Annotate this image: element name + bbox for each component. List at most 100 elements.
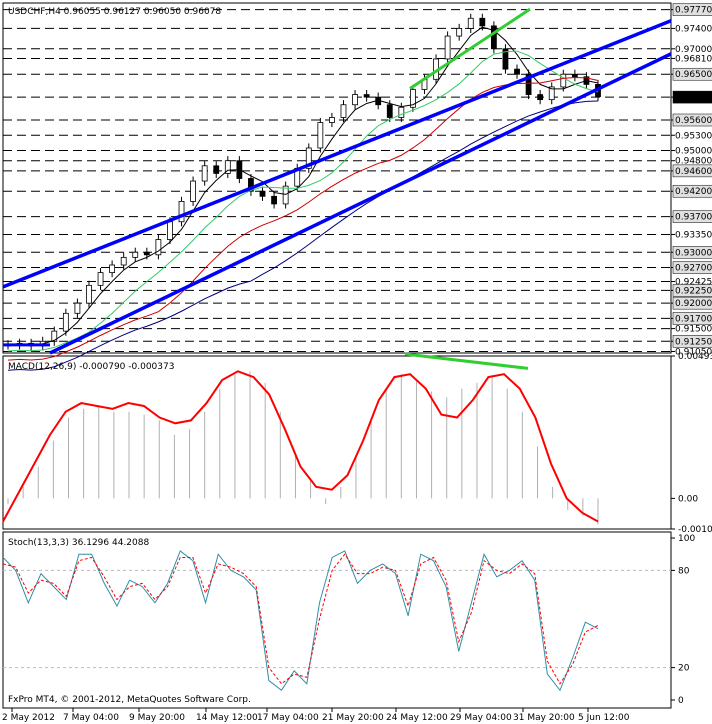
price-label-box [672, 90, 712, 104]
copyright-text: FxPro MT4, © 2001-2012, MetaQuotes Softw… [8, 695, 251, 705]
price-tick-label: 0.95600 [675, 116, 712, 126]
price-tick-label: 0.92250 [675, 286, 712, 296]
price-tick-label: 0.95000 [675, 147, 712, 157]
candle-body [86, 284, 92, 304]
stoch-tick-label: 0 [678, 696, 684, 706]
candle-body [560, 73, 567, 88]
price-tick-label: 0.96810 [675, 54, 712, 64]
price-tick-label: 0.97000 [675, 45, 712, 55]
x-tick-label: 2 May 2012 [2, 713, 55, 723]
price-label-box [672, 164, 712, 178]
candle-body [155, 239, 162, 256]
ma-fast-line [7, 26, 599, 346]
candle-body [352, 94, 358, 106]
candle-body [190, 180, 196, 202]
candle-body [537, 94, 544, 101]
price-label-box [672, 312, 712, 325]
candle-body [109, 264, 116, 274]
candle-body [479, 17, 486, 27]
highlight-trend-line [409, 7, 531, 90]
stoch-title: Stoch(13,3,3) 36.1296 44.2088 [8, 538, 149, 548]
price-tick-label: 0.92700 [675, 264, 712, 274]
price-tick-label: 0.91250 [675, 337, 712, 347]
candle-body [167, 221, 173, 240]
x-tick-label: 21 May 20:00 [322, 713, 384, 723]
price-tick-label: 0.93350 [675, 230, 712, 240]
price-tick-label: 0.95300 [675, 131, 712, 141]
price-label-box [672, 261, 712, 274]
symbol-title: USDCHF,H4 0.96055 0.96127 0.96050 0.9607… [8, 7, 221, 17]
candle-body [502, 48, 509, 70]
price-label-box [672, 3, 712, 16]
x-tick-label: 7 May 04:00 [63, 713, 119, 723]
macd-title: MACD(12,26,9) -0.000790 -0.000373 [8, 362, 174, 372]
price-tick-label: 0.94200 [675, 187, 712, 197]
candle-body [490, 25, 497, 50]
stoch-tick-label: 80 [678, 566, 690, 576]
price-panel [2, 2, 672, 354]
candle-body [143, 251, 150, 256]
candle-body [248, 178, 254, 192]
candle-body [444, 35, 451, 60]
candle-body [571, 73, 578, 78]
stoch-panel [2, 531, 672, 709]
ma-red-line [7, 76, 599, 361]
stoch-tick-label: 100 [678, 534, 695, 544]
x-tick-label: 24 May 12:00 [386, 713, 448, 723]
candle-body [398, 106, 405, 118]
candle-body [132, 251, 139, 258]
price-tick-label: 0.92425 [675, 278, 712, 288]
stoch-tick-label: 20 [678, 664, 690, 674]
x-tick-label: 31 May 20:00 [513, 713, 575, 723]
candle-body [213, 165, 220, 174]
price-label-box [672, 210, 712, 223]
price-label-box [672, 67, 712, 81]
price-label-box [672, 246, 712, 259]
price-label-box [672, 113, 712, 127]
ma-green-line [7, 50, 599, 352]
candle-body [224, 160, 231, 174]
ma-blue-line [7, 100, 599, 371]
macd-tick-label: 0.00 [678, 494, 698, 504]
candle-body [456, 28, 463, 37]
price-tick-label: 0.93700 [675, 213, 712, 223]
price-label-box [672, 335, 712, 348]
price-tick-label: 0.97770 [675, 6, 712, 16]
channel-upper-line [2, 19, 672, 289]
candle-body [317, 122, 324, 149]
macd-divergence-line [404, 352, 529, 370]
candle-body [363, 94, 370, 98]
price-tick-label: 0.93000 [675, 248, 712, 258]
price-tick-label: 0.96050 [675, 93, 712, 103]
candle-body [201, 165, 208, 182]
candle-body [178, 201, 185, 223]
candle-body [51, 330, 58, 342]
candle-body [548, 86, 555, 101]
price-label-box [672, 296, 712, 310]
price-tick-label: 0.94800 [675, 157, 712, 167]
stoch-main-line [2, 550, 599, 692]
price-tick-label: 0.92000 [675, 299, 712, 309]
price-tick-label: 0.97400 [675, 24, 712, 34]
candle-body [259, 190, 266, 197]
candle-body [271, 195, 277, 205]
price-tick-label: 0.94600 [675, 167, 712, 177]
candle-body [340, 104, 347, 118]
price-tick-label: 0.91700 [675, 314, 712, 324]
x-tick-label: 5 Jun 12:00 [578, 713, 630, 723]
candle-body [62, 312, 69, 332]
candle-body [305, 147, 312, 169]
macd-tick-label: 0.00493 [678, 352, 712, 362]
candle-body [525, 73, 532, 95]
candle-body [282, 185, 289, 205]
x-tick-label: 14 May 12:00 [196, 713, 258, 723]
macd-signal-line [2, 370, 599, 523]
candle-body [514, 68, 520, 75]
candle-body [467, 17, 474, 29]
stoch-signal-line [2, 553, 599, 685]
x-tick-label: 17 May 04:00 [257, 713, 319, 723]
price-label-box [672, 184, 712, 198]
macd-tick-label: -0.00106 [678, 525, 712, 535]
candle-body [329, 117, 335, 123]
